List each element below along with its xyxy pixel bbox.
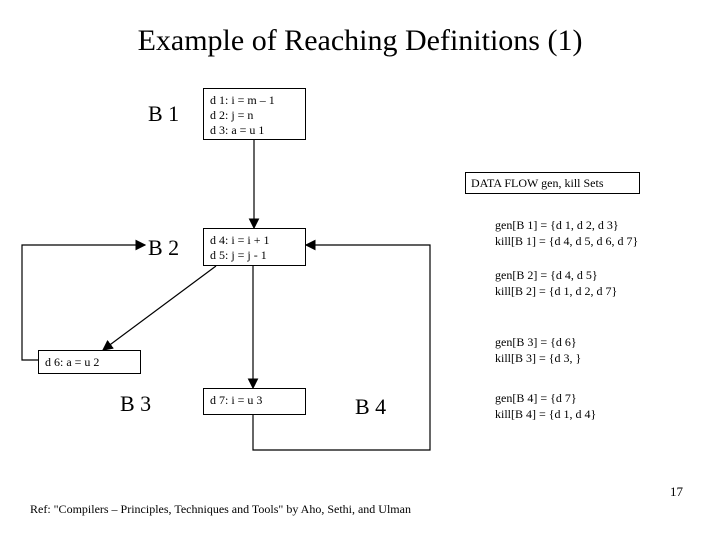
annot-a2: kill[B 1] = {d 4, d 5, d 6, d 7} (495, 234, 638, 250)
annot-a6: kill[B 3] = {d 3, } (495, 351, 581, 367)
label-b3: B 3 (120, 391, 151, 417)
box-b3-d7: d 7: i = u 3 (203, 388, 306, 415)
label-b2: B 2 (148, 235, 179, 261)
b2-line-1: d 5: j = j - 1 (210, 248, 299, 263)
annot-a1: gen[B 1] = {d 1, d 2, d 3} (495, 218, 638, 234)
dataflow-header: DATA FLOW gen, kill Sets (465, 172, 640, 194)
annot-b4: gen[B 4] = {d 7} kill[B 4] = {d 1, d 4} (495, 391, 596, 422)
box-b1: d 1: i = m – 1 d 2: j = n d 3: a = u 1 (203, 88, 306, 140)
label-b1: B 1 (148, 101, 179, 127)
annot-a5: gen[B 3] = {d 6} (495, 335, 581, 351)
b1-line-1: d 2: j = n (210, 108, 299, 123)
b3-d6-line: d 6: a = u 2 (45, 355, 134, 370)
page-title: Example of Reaching Definitions (1) (0, 24, 720, 58)
dataflow-header-text: DATA FLOW gen, kill Sets (471, 176, 604, 190)
b1-line-2: d 3: a = u 1 (210, 123, 299, 138)
reference-text: Ref: "Compilers – Principles, Techniques… (30, 502, 411, 517)
b3-d7-line: d 7: i = u 3 (210, 393, 299, 408)
edge-b2-d6 (103, 266, 216, 350)
annot-b1: gen[B 1] = {d 1, d 2, d 3} kill[B 1] = {… (495, 218, 638, 249)
edge-d6-b2 (22, 245, 145, 360)
annot-a7: gen[B 4] = {d 7} (495, 391, 596, 407)
annot-b3: gen[B 3] = {d 6} kill[B 3] = {d 3, } (495, 335, 581, 366)
edge-d7-down (253, 415, 320, 450)
label-b4: B 4 (355, 394, 386, 420)
annot-a3: gen[B 2] = {d 4, d 5} (495, 268, 617, 284)
annot-a4: kill[B 2] = {d 1, d 2, d 7} (495, 284, 617, 300)
b1-line-0: d 1: i = m – 1 (210, 93, 299, 108)
box-b3-d6: d 6: a = u 2 (38, 350, 141, 374)
annot-b2: gen[B 2] = {d 4, d 5} kill[B 2] = {d 1, … (495, 268, 617, 299)
annot-a8: kill[B 4] = {d 1, d 4} (495, 407, 596, 423)
page-number: 17 (670, 484, 683, 500)
b2-line-0: d 4: i = i + 1 (210, 233, 299, 248)
box-b2: d 4: i = i + 1 d 5: j = j - 1 (203, 228, 306, 266)
